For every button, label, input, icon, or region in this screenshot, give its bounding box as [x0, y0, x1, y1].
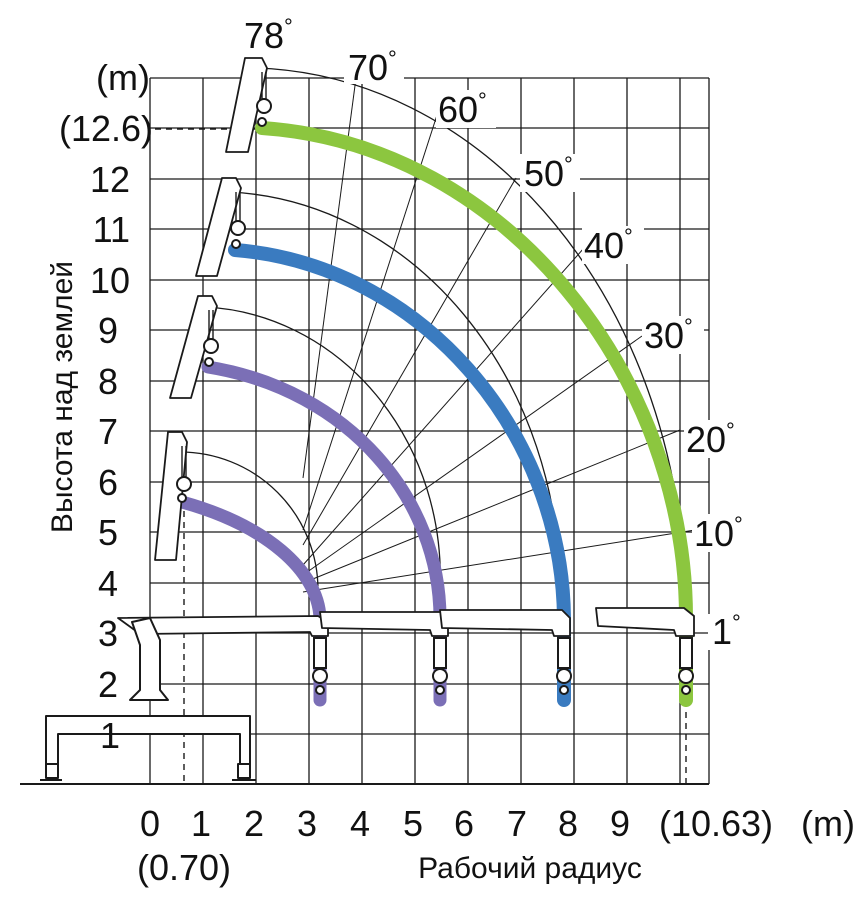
y-tick-label: 11: [93, 209, 130, 250]
x-tick-label: 3: [297, 803, 317, 844]
x-tick-label: 8: [558, 803, 578, 844]
ray-20: [302, 429, 681, 584]
hook-icon: [678, 668, 694, 684]
boom-section-1: [154, 431, 188, 561]
x-tick-label: 6: [454, 803, 474, 844]
booms: [154, 57, 268, 561]
boom-section-2: [169, 295, 218, 399]
angle-label-78: 78°: [244, 14, 293, 56]
ray-40: [302, 247, 585, 566]
x-tick-label: 9: [610, 803, 630, 844]
curve-section-4: [255, 121, 693, 707]
y-max-label: (12.6): [59, 108, 153, 149]
curve-section-1: [175, 495, 327, 707]
angle-labels: 78° 70° 60° 50° 40° 30° 20° 10° 1°: [240, 14, 754, 652]
x-tick-label: 4: [350, 803, 370, 844]
x-tick-label: 0: [140, 803, 160, 844]
x-tick-label: 7: [507, 803, 527, 844]
ray-60: [302, 111, 439, 531]
hook-icon: [256, 98, 272, 114]
horizontal-booms: [117, 607, 695, 695]
ray-50: [302, 177, 517, 546]
x-tick-labels: 0 1 2 3 4 5 6 7 8 9 (10.63) (m) (0.70): [137, 803, 855, 888]
y-tick-label: 6: [98, 462, 118, 503]
angle-label-70: 70°: [348, 46, 397, 88]
load-curves: [175, 121, 693, 707]
curve-section-2: [201, 360, 447, 707]
y-tick-label: 2: [98, 664, 118, 705]
angle-label-20: 20°: [686, 418, 735, 460]
x-tick-label: 1: [191, 803, 211, 844]
x-tick-label: 5: [403, 803, 423, 844]
arc-boom-2: [204, 306, 441, 591]
hook-icon: [177, 493, 187, 503]
crane-truck-frame: [45, 715, 251, 765]
x-min-label: (0.70): [137, 847, 231, 888]
y-tick-label: 7: [98, 411, 118, 452]
y-tick-label: 8: [98, 361, 118, 402]
y-tick-label: 5: [98, 512, 118, 553]
y-tick-label: 10: [90, 260, 130, 301]
boom-section-4: [225, 57, 268, 153]
hook-icon: [559, 685, 569, 695]
hook-icon: [681, 685, 691, 695]
hooks-top: [176, 98, 272, 503]
hook-icon: [231, 239, 241, 249]
hook-icon: [257, 117, 267, 127]
angle-label-1: 1°: [712, 610, 741, 652]
y-tick-label: 4: [98, 563, 118, 604]
y-tick-label: 3: [98, 613, 118, 654]
angle-label-10: 10°: [694, 512, 743, 554]
x-max-label: (10.63): [659, 803, 773, 844]
y-tick-label: 1: [100, 715, 120, 756]
angle-label-60: 60°: [438, 88, 487, 130]
y-unit-label: (m): [96, 57, 150, 98]
crane-column: [129, 617, 169, 701]
ray-30: [302, 335, 643, 576]
hook-icon: [435, 685, 445, 695]
y-tick-label: 12: [90, 159, 130, 200]
angle-label-40: 40°: [584, 224, 633, 266]
arc-boom-4: [254, 67, 686, 591]
angle-label-30: 30°: [644, 314, 693, 356]
boom-section-3: [195, 177, 242, 277]
hook-icon: [230, 220, 246, 236]
x-unit-label: (m): [801, 803, 855, 844]
curve-section-3: [228, 243, 571, 707]
hook-icon: [203, 338, 219, 354]
hook-icon: [315, 685, 325, 695]
hook-icon: [556, 668, 572, 684]
hook-icon: [176, 476, 192, 492]
y-tick-label: 9: [98, 310, 118, 351]
arc-boom-1: [179, 451, 319, 591]
angle-label-50: 50°: [524, 152, 573, 194]
hook-icon: [204, 357, 214, 367]
hook-icon: [432, 668, 448, 684]
crane-base: [40, 617, 256, 781]
x-tick-label: 2: [244, 803, 264, 844]
x-axis-title: Рабочий радиус: [418, 852, 642, 885]
ray-10: [302, 529, 696, 593]
hook-icon: [312, 668, 328, 684]
y-tick-labels: 1 2 3 4 5 6 7 8 9 10 11 12 (12.6) (m): [59, 57, 153, 756]
y-axis-title: Высота над землей: [46, 261, 79, 533]
